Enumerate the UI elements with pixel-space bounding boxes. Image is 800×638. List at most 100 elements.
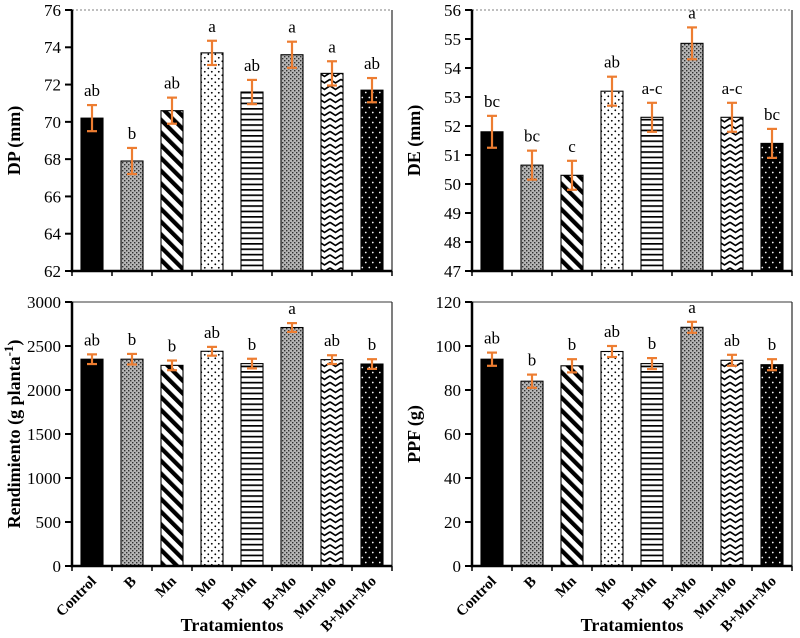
bar-Mo	[200, 52, 224, 272]
y-axis-title: DE (mm)	[404, 105, 425, 176]
y-tick-label: 76	[44, 1, 61, 20]
sig-letter: b	[568, 335, 577, 354]
bar-B+Mn	[640, 116, 664, 272]
x-tick-label: Mo	[593, 574, 620, 601]
y-tick-label: 54	[444, 59, 462, 78]
y-tick-label: 1500	[27, 425, 61, 444]
y-tick-label: 51	[444, 146, 461, 165]
chart-de-svg: 47 48 49 50 51 52 53 54 55 56 bc bc c ab a-c a a-c bc DE (…	[404, 1, 793, 281]
sig-letter: ab	[164, 74, 180, 93]
x-tick-label: Mn	[553, 573, 581, 601]
bar-B+Mo	[280, 54, 304, 272]
bar-B+Mn+Mo	[360, 89, 384, 272]
bar-B	[520, 164, 544, 272]
chart-ppf: 0 20 40 60 80 100 120 ab b b ab b a ab b PPF (g) Control…	[400, 290, 800, 638]
y-tick-label: 70	[44, 113, 61, 132]
x-tick-label: B+Mn	[619, 573, 660, 614]
y-tick-label: 55	[444, 30, 461, 49]
bar-Mn	[560, 365, 584, 567]
bar-B+Mn+Mo	[360, 363, 384, 567]
bar-Mo	[600, 350, 624, 567]
y-tick-label: 0	[53, 557, 62, 576]
bar-B+Mo	[280, 326, 304, 567]
y-tick-label: 1000	[27, 469, 61, 488]
y-tick-label: 64	[44, 225, 62, 244]
y-axis-title: DP (mm)	[4, 106, 25, 175]
sig-letter: b	[648, 334, 657, 353]
bar-Mo	[200, 350, 224, 567]
sig-letter: ab	[724, 331, 740, 350]
sig-letter: b	[128, 330, 137, 349]
x-tick-label: B+Mn	[219, 573, 260, 614]
y-tick-label: 62	[44, 262, 61, 281]
bar-B	[520, 380, 544, 567]
sig-letter: a	[688, 298, 696, 317]
x-tick-label: B	[121, 574, 139, 592]
y-tick-label: 56	[444, 1, 461, 20]
sig-letter: ab	[364, 54, 380, 73]
y-axis-title: PPF (g)	[404, 405, 425, 463]
sig-letter: b	[368, 335, 377, 354]
sig-letter: b	[528, 351, 537, 370]
y-tick-label: 47	[444, 262, 462, 281]
sig-letter: ab	[604, 322, 620, 341]
y-tick-label: 0	[453, 557, 462, 576]
y-tick-label: 52	[444, 117, 461, 136]
sig-letter: c	[568, 137, 576, 156]
bar-B+Mn+Mo	[760, 142, 784, 272]
bar-Mn	[160, 364, 184, 567]
x-axis-title: Tratamientos	[181, 615, 284, 635]
sig-letter: a	[328, 37, 336, 56]
sig-letter: a	[208, 17, 216, 36]
chart-rendimiento-svg: 0 500 1000 1500 2000 2500 3000 ab b b ab b a ab b Rendi…	[1, 293, 393, 635]
sig-letter: a	[688, 3, 696, 22]
x-tick-label: Mn	[153, 573, 181, 601]
sig-letter: bc	[524, 127, 541, 146]
bar-B+Mn	[640, 363, 664, 567]
x-tick-label: Control	[453, 574, 499, 620]
bar-Mn+Mo	[320, 359, 344, 567]
sig-letter: a-c	[722, 79, 743, 98]
y-tick-label: 100	[436, 337, 462, 356]
y-tick-label: 2000	[27, 381, 61, 400]
bar-Control	[80, 358, 104, 567]
sig-letter: ab	[244, 56, 260, 75]
x-tick-label: Mo	[193, 574, 220, 601]
sig-letter: b	[128, 124, 137, 143]
bar-B	[120, 358, 144, 567]
sig-letter: b	[168, 337, 177, 356]
sig-letter: a	[288, 299, 296, 318]
bar-B+Mo	[680, 42, 704, 272]
y-tick-label: 20	[444, 513, 461, 532]
y-tick-label: 66	[44, 187, 61, 206]
sig-letter: bc	[484, 92, 501, 111]
bar-Control	[480, 131, 504, 272]
y-tick-label: 48	[444, 233, 461, 252]
sig-letter: a	[288, 18, 296, 37]
y-axis-title: Rendimiento (g planta-1)	[1, 340, 25, 529]
sig-letter: ab	[84, 330, 100, 349]
sig-letter: bc	[764, 105, 781, 124]
sig-letter: a-c	[642, 79, 663, 98]
bar-Mn+Mo	[720, 116, 744, 272]
bar-B+Mo	[680, 326, 704, 567]
bar-Mo	[600, 90, 624, 272]
chart-dp-svg: 62 64 66 68 70 72 74 76 ab b ab a ab a a ab DP (mm)	[4, 1, 393, 281]
y-tick-label: 74	[44, 38, 62, 57]
bar-B+Mn	[240, 91, 264, 272]
x-axis-title: Tratamientos	[581, 615, 684, 635]
y-tick-label: 68	[44, 150, 61, 169]
chart-de: 47 48 49 50 51 52 53 54 55 56 bc bc c ab a-c a a-c bc DE (…	[400, 0, 800, 290]
bar-Control	[80, 117, 104, 272]
y-tick-label: 500	[36, 513, 62, 532]
sig-letter: ab	[484, 329, 500, 348]
y-tick-label: 72	[44, 76, 61, 95]
y-tick-label: 60	[444, 425, 461, 444]
y-tick-label: 40	[444, 469, 461, 488]
x-tick-label: B	[521, 574, 539, 592]
sig-letter: ab	[84, 81, 100, 100]
sig-letter: ab	[604, 53, 620, 72]
bar-B+Mn	[240, 363, 264, 567]
x-tick-label: Control	[53, 574, 99, 620]
